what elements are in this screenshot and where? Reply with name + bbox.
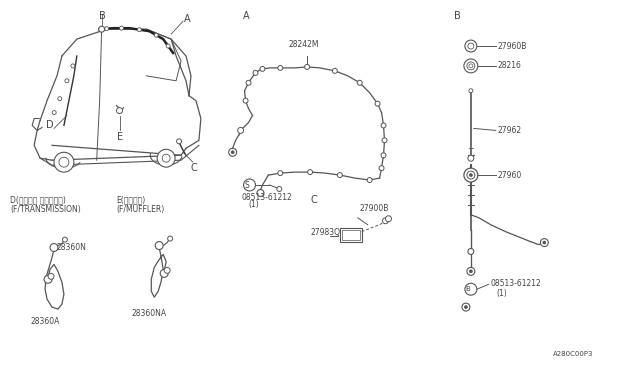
Circle shape [465,306,467,309]
Text: B: B [454,11,461,21]
Text: D(トランス ミッション): D(トランス ミッション) [10,195,66,204]
Text: A: A [243,11,249,21]
Text: (F/TRANSMISSION): (F/TRANSMISSION) [10,205,81,214]
Circle shape [382,138,387,143]
Circle shape [48,273,54,279]
Circle shape [469,174,472,177]
Text: 27962: 27962 [498,126,522,135]
Circle shape [308,170,312,174]
Text: 28360N: 28360N [57,243,87,252]
Circle shape [543,241,546,244]
Circle shape [244,179,255,191]
Circle shape [465,283,477,295]
Text: 28360NA: 28360NA [132,309,167,318]
Text: 27960B: 27960B [498,42,527,51]
Circle shape [138,28,141,32]
Circle shape [277,186,282,192]
Circle shape [469,89,473,93]
Text: (F/MUFFLER): (F/MUFFLER) [116,205,164,214]
Circle shape [468,43,474,49]
Text: C: C [191,163,198,173]
Circle shape [469,270,472,273]
Circle shape [253,70,258,76]
Circle shape [467,267,475,275]
Text: A280C00P3: A280C00P3 [553,351,594,357]
Text: 08513-61212: 08513-61212 [241,193,292,202]
Circle shape [381,123,386,128]
Circle shape [104,27,109,31]
Circle shape [52,110,56,115]
Circle shape [120,26,124,30]
Circle shape [464,168,478,182]
Circle shape [116,108,122,113]
Text: E: E [116,132,123,142]
Text: B: B [465,286,470,292]
Circle shape [464,59,478,73]
Circle shape [467,62,475,70]
Bar [340,228,362,241]
Circle shape [160,269,168,277]
Circle shape [156,241,163,250]
Circle shape [59,157,69,167]
Circle shape [243,98,248,103]
Circle shape [385,216,392,222]
Circle shape [468,248,474,254]
Text: (1): (1) [497,289,508,298]
Text: C: C [310,195,317,205]
Circle shape [383,218,388,224]
Circle shape [337,173,342,177]
Text: E(マフラー): E(マフラー) [116,195,146,204]
Circle shape [99,26,104,32]
Text: 27960: 27960 [498,171,522,180]
Circle shape [237,128,244,134]
Text: (1): (1) [248,200,259,209]
Circle shape [58,97,61,101]
Circle shape [278,65,283,70]
Text: S: S [244,180,249,189]
Circle shape [375,101,380,106]
Circle shape [228,148,237,156]
Circle shape [246,80,251,85]
Text: 08513-61212: 08513-61212 [491,279,541,288]
Circle shape [54,152,74,172]
Circle shape [154,33,158,37]
Circle shape [157,149,175,167]
Circle shape [65,79,69,83]
Text: B: B [99,11,106,21]
Circle shape [465,40,477,52]
Circle shape [332,68,337,73]
Text: A: A [184,14,191,24]
Circle shape [231,151,234,154]
Text: 27900B: 27900B [360,204,389,213]
Circle shape [166,44,170,48]
Bar [342,230,360,240]
Circle shape [367,177,372,183]
Text: D: D [46,121,54,131]
Circle shape [278,171,283,176]
Circle shape [44,275,52,283]
Circle shape [257,189,264,196]
Circle shape [50,244,58,251]
Circle shape [467,171,475,179]
Circle shape [540,238,548,247]
Circle shape [379,166,384,171]
Circle shape [164,267,170,273]
Circle shape [468,155,474,161]
Circle shape [71,64,75,68]
Text: 28242M: 28242M [288,40,319,49]
Circle shape [462,303,470,311]
Circle shape [162,154,170,162]
Text: 27983Q: 27983Q [310,228,340,237]
Circle shape [469,64,473,68]
Circle shape [305,64,310,69]
Text: 28360A: 28360A [30,317,60,326]
Circle shape [381,153,386,158]
Circle shape [260,66,265,71]
Circle shape [177,139,182,144]
Circle shape [357,80,362,85]
Circle shape [168,236,173,241]
Circle shape [63,237,67,242]
Text: 28216: 28216 [498,61,522,70]
